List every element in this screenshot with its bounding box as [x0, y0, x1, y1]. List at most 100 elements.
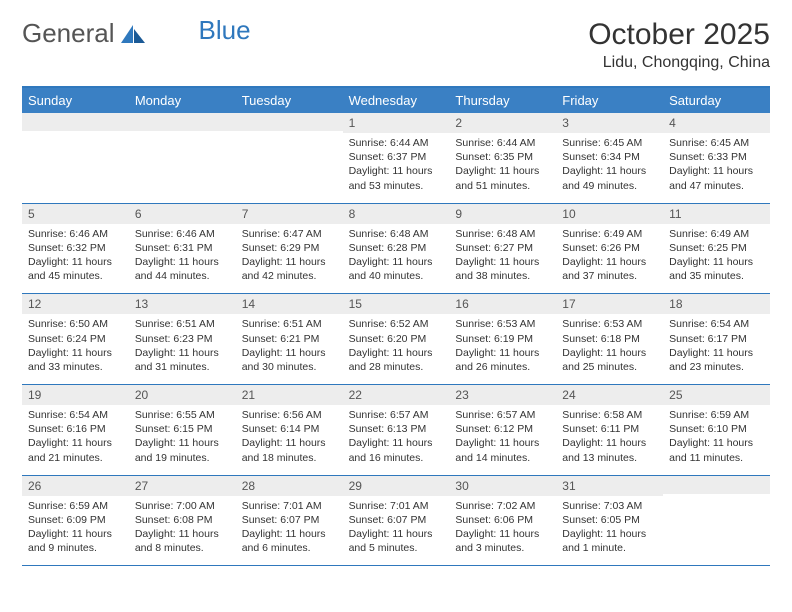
calendar-cell: 13Sunrise: 6:51 AMSunset: 6:23 PMDayligh… — [129, 294, 236, 384]
daylight-text: Daylight: 11 hours and 23 minutes. — [669, 346, 764, 374]
sunrise-text: Sunrise: 6:59 AM — [28, 499, 123, 513]
calendar-week: 19Sunrise: 6:54 AMSunset: 6:16 PMDayligh… — [22, 385, 770, 476]
date-number: 8 — [343, 204, 450, 224]
daylight-text: Daylight: 11 hours and 25 minutes. — [562, 346, 657, 374]
day-info: Sunrise: 7:01 AMSunset: 6:07 PMDaylight:… — [343, 496, 450, 566]
day-info: Sunrise: 7:03 AMSunset: 6:05 PMDaylight:… — [556, 496, 663, 566]
sunset-text: Sunset: 6:34 PM — [562, 150, 657, 164]
sunset-text: Sunset: 6:27 PM — [455, 241, 550, 255]
day-info: Sunrise: 6:48 AMSunset: 6:28 PMDaylight:… — [343, 224, 450, 294]
weekday-header: Sunday Monday Tuesday Wednesday Thursday… — [22, 88, 770, 113]
weekday-sunday: Sunday — [22, 88, 129, 113]
sunset-text: Sunset: 6:35 PM — [455, 150, 550, 164]
sunrise-text: Sunrise: 6:45 AM — [562, 136, 657, 150]
date-number: 20 — [129, 385, 236, 405]
daylight-text: Daylight: 11 hours and 49 minutes. — [562, 164, 657, 192]
day-info: Sunrise: 7:02 AMSunset: 6:06 PMDaylight:… — [449, 496, 556, 566]
sunset-text: Sunset: 6:14 PM — [242, 422, 337, 436]
sail-icon — [119, 23, 147, 45]
date-number: 1 — [343, 113, 450, 133]
sunset-text: Sunset: 6:06 PM — [455, 513, 550, 527]
location-label: Lidu, Chongqing, China — [588, 54, 770, 72]
calendar-cell: 4Sunrise: 6:45 AMSunset: 6:33 PMDaylight… — [663, 113, 770, 203]
calendar-cell: 31Sunrise: 7:03 AMSunset: 6:05 PMDayligh… — [556, 476, 663, 566]
calendar-cell: 18Sunrise: 6:54 AMSunset: 6:17 PMDayligh… — [663, 294, 770, 384]
sunset-text: Sunset: 6:24 PM — [28, 332, 123, 346]
sunrise-text: Sunrise: 6:53 AM — [455, 317, 550, 331]
sunrise-text: Sunrise: 6:46 AM — [135, 227, 230, 241]
weekday-thursday: Thursday — [449, 88, 556, 113]
daylight-text: Daylight: 11 hours and 33 minutes. — [28, 346, 123, 374]
day-info: Sunrise: 6:51 AMSunset: 6:23 PMDaylight:… — [129, 314, 236, 384]
date-number: 21 — [236, 385, 343, 405]
calendar-cell: 21Sunrise: 6:56 AMSunset: 6:14 PMDayligh… — [236, 385, 343, 475]
date-number — [663, 476, 770, 494]
daylight-text: Daylight: 11 hours and 18 minutes. — [242, 436, 337, 464]
sunset-text: Sunset: 6:15 PM — [135, 422, 230, 436]
sunset-text: Sunset: 6:23 PM — [135, 332, 230, 346]
day-info: Sunrise: 6:46 AMSunset: 6:31 PMDaylight:… — [129, 224, 236, 294]
sunset-text: Sunset: 6:29 PM — [242, 241, 337, 255]
calendar-cell: 15Sunrise: 6:52 AMSunset: 6:20 PMDayligh… — [343, 294, 450, 384]
date-number: 9 — [449, 204, 556, 224]
day-info — [129, 131, 236, 193]
sunrise-text: Sunrise: 6:59 AM — [669, 408, 764, 422]
brand-logo: General Blue — [22, 18, 251, 49]
sunrise-text: Sunrise: 6:46 AM — [28, 227, 123, 241]
sunset-text: Sunset: 6:20 PM — [349, 332, 444, 346]
sunrise-text: Sunrise: 6:44 AM — [455, 136, 550, 150]
day-info: Sunrise: 6:57 AMSunset: 6:12 PMDaylight:… — [449, 405, 556, 475]
brand-part2: Blue — [199, 15, 251, 46]
calendar-cell: 29Sunrise: 7:01 AMSunset: 6:07 PMDayligh… — [343, 476, 450, 566]
day-info: Sunrise: 6:55 AMSunset: 6:15 PMDaylight:… — [129, 405, 236, 475]
calendar-body: 1Sunrise: 6:44 AMSunset: 6:37 PMDaylight… — [22, 113, 770, 566]
date-number: 27 — [129, 476, 236, 496]
brand-part1: General — [22, 18, 115, 49]
daylight-text: Daylight: 11 hours and 38 minutes. — [455, 255, 550, 283]
sunrise-text: Sunrise: 6:49 AM — [669, 227, 764, 241]
sunset-text: Sunset: 6:32 PM — [28, 241, 123, 255]
calendar-cell: 3Sunrise: 6:45 AMSunset: 6:34 PMDaylight… — [556, 113, 663, 203]
sunset-text: Sunset: 6:28 PM — [349, 241, 444, 255]
daylight-text: Daylight: 11 hours and 11 minutes. — [669, 436, 764, 464]
calendar-week: 1Sunrise: 6:44 AMSunset: 6:37 PMDaylight… — [22, 113, 770, 204]
day-info: Sunrise: 6:48 AMSunset: 6:27 PMDaylight:… — [449, 224, 556, 294]
calendar-cell: 14Sunrise: 6:51 AMSunset: 6:21 PMDayligh… — [236, 294, 343, 384]
daylight-text: Daylight: 11 hours and 19 minutes. — [135, 436, 230, 464]
day-info: Sunrise: 6:53 AMSunset: 6:19 PMDaylight:… — [449, 314, 556, 384]
day-info — [22, 131, 129, 193]
date-number: 29 — [343, 476, 450, 496]
calendar-cell — [129, 113, 236, 203]
sunrise-text: Sunrise: 6:57 AM — [349, 408, 444, 422]
daylight-text: Daylight: 11 hours and 1 minute. — [562, 527, 657, 555]
calendar-cell: 12Sunrise: 6:50 AMSunset: 6:24 PMDayligh… — [22, 294, 129, 384]
day-info: Sunrise: 7:01 AMSunset: 6:07 PMDaylight:… — [236, 496, 343, 566]
calendar-cell: 30Sunrise: 7:02 AMSunset: 6:06 PMDayligh… — [449, 476, 556, 566]
day-info: Sunrise: 6:53 AMSunset: 6:18 PMDaylight:… — [556, 314, 663, 384]
calendar-cell: 8Sunrise: 6:48 AMSunset: 6:28 PMDaylight… — [343, 204, 450, 294]
date-number: 5 — [22, 204, 129, 224]
date-number: 11 — [663, 204, 770, 224]
sunrise-text: Sunrise: 6:53 AM — [562, 317, 657, 331]
calendar-cell: 27Sunrise: 7:00 AMSunset: 6:08 PMDayligh… — [129, 476, 236, 566]
sunrise-text: Sunrise: 6:51 AM — [242, 317, 337, 331]
day-info: Sunrise: 6:46 AMSunset: 6:32 PMDaylight:… — [22, 224, 129, 294]
daylight-text: Daylight: 11 hours and 31 minutes. — [135, 346, 230, 374]
day-info — [236, 131, 343, 193]
calendar-cell: 19Sunrise: 6:54 AMSunset: 6:16 PMDayligh… — [22, 385, 129, 475]
date-number: 26 — [22, 476, 129, 496]
sunset-text: Sunset: 6:13 PM — [349, 422, 444, 436]
day-info — [663, 494, 770, 556]
daylight-text: Daylight: 11 hours and 28 minutes. — [349, 346, 444, 374]
daylight-text: Daylight: 11 hours and 45 minutes. — [28, 255, 123, 283]
calendar-cell: 28Sunrise: 7:01 AMSunset: 6:07 PMDayligh… — [236, 476, 343, 566]
sunrise-text: Sunrise: 6:51 AM — [135, 317, 230, 331]
title-block: October 2025 Lidu, Chongqing, China — [588, 18, 770, 72]
calendar-cell: 7Sunrise: 6:47 AMSunset: 6:29 PMDaylight… — [236, 204, 343, 294]
calendar-cell: 20Sunrise: 6:55 AMSunset: 6:15 PMDayligh… — [129, 385, 236, 475]
calendar-cell — [236, 113, 343, 203]
calendar-cell: 6Sunrise: 6:46 AMSunset: 6:31 PMDaylight… — [129, 204, 236, 294]
calendar-cell: 9Sunrise: 6:48 AMSunset: 6:27 PMDaylight… — [449, 204, 556, 294]
daylight-text: Daylight: 11 hours and 37 minutes. — [562, 255, 657, 283]
sunset-text: Sunset: 6:12 PM — [455, 422, 550, 436]
